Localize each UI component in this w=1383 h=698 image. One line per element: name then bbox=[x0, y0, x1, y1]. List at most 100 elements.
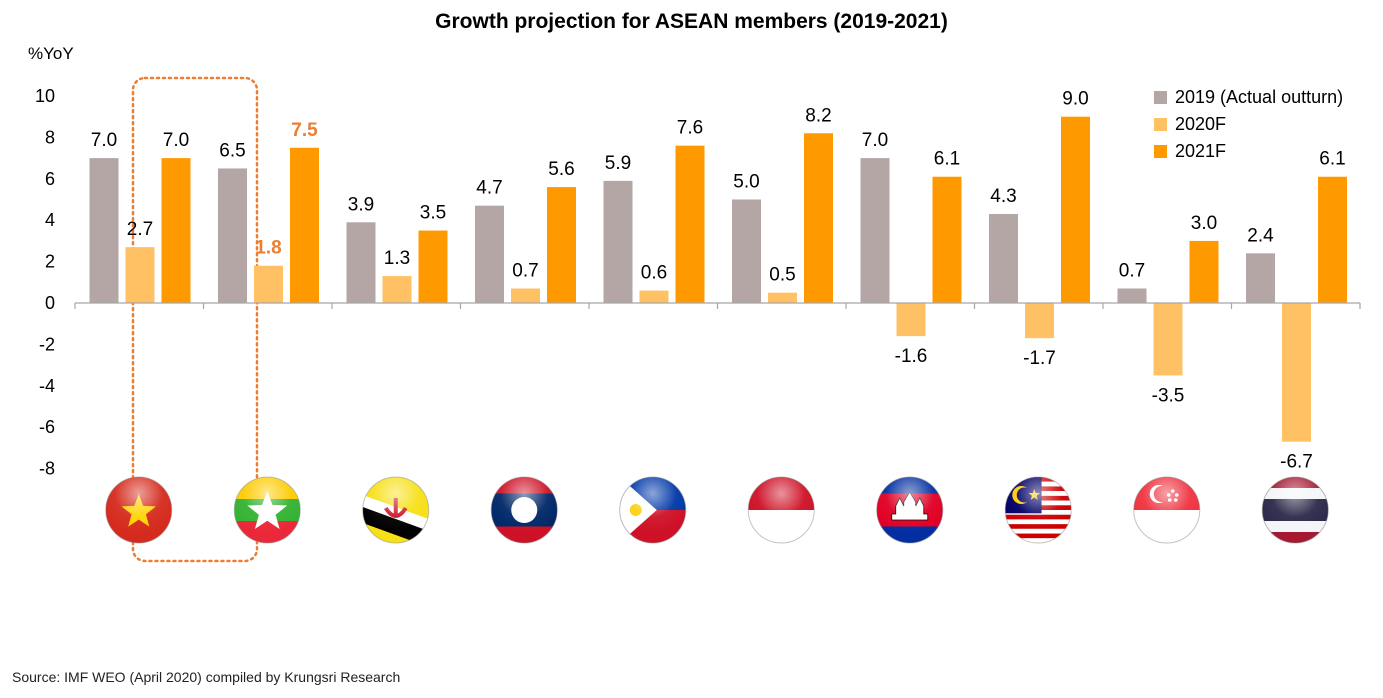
bar-myanmar-2021f bbox=[290, 147, 319, 303]
data-label-thailand-2020f: -6.7 bbox=[1280, 452, 1313, 473]
flag-rim bbox=[1261, 476, 1329, 544]
legend-label-2020f: 2020F bbox=[1175, 114, 1227, 134]
data-label-cambodia-2021f: 6.1 bbox=[934, 149, 960, 170]
y-tick-label: 2 bbox=[45, 252, 55, 272]
data-label-indonesia-2020f: 0.5 bbox=[769, 265, 795, 286]
data-label-myanmar-2019-actual-outturn: 6.5 bbox=[219, 140, 245, 161]
data-label-philippines-2021f: 7.6 bbox=[677, 118, 703, 139]
y-tick-label: -6 bbox=[39, 417, 55, 437]
legend-label-2019: 2019 (Actual outturn) bbox=[1175, 87, 1344, 107]
bar-indonesia-2019-actual-outturn bbox=[732, 199, 761, 303]
malaysia-flag-icon bbox=[1005, 477, 1072, 543]
data-label-cambodia-2020f: -1.6 bbox=[895, 346, 928, 367]
bar-philippines-2020f bbox=[639, 290, 669, 303]
bar-vietnam-2021f bbox=[161, 158, 191, 303]
data-label-malaysia-2021f: 9.0 bbox=[1062, 89, 1088, 110]
y-tick-label: -8 bbox=[39, 459, 55, 479]
legend-item-2020f: 2020F bbox=[1154, 111, 1343, 138]
data-label-singapore-2020f: -3.5 bbox=[1152, 385, 1185, 406]
data-label-singapore-2019-actual-outturn: 0.7 bbox=[1119, 261, 1145, 282]
flag-rim bbox=[362, 476, 430, 544]
data-label-cambodia-2019-actual-outturn: 7.0 bbox=[862, 130, 888, 151]
data-label-malaysia-2019-actual-outturn: 4.3 bbox=[990, 186, 1016, 207]
bar-laos-2020f bbox=[511, 288, 540, 303]
data-label-myanmar-2020f: 1.8 bbox=[255, 238, 281, 259]
bar-malaysia-2019-actual-outturn bbox=[989, 213, 1018, 303]
bar-vietnam-2020f bbox=[125, 247, 155, 303]
flag-rim bbox=[619, 476, 687, 544]
bar-thailand-2019-actual-outturn bbox=[1246, 253, 1275, 303]
data-label-brunei-2021f: 3.5 bbox=[420, 203, 446, 224]
bar-myanmar-2020f bbox=[254, 265, 283, 303]
bar-brunei-2019-actual-outturn bbox=[346, 222, 376, 303]
legend-item-2019: 2019 (Actual outturn) bbox=[1154, 84, 1343, 111]
flag-rim bbox=[876, 476, 944, 544]
data-label-laos-2019-actual-outturn: 4.7 bbox=[476, 178, 502, 199]
bar-singapore-2021f bbox=[1189, 240, 1219, 303]
bar-philippines-2019-actual-outturn bbox=[603, 180, 633, 303]
bar-laos-2021f bbox=[547, 187, 576, 303]
data-label-vietnam-2019-actual-outturn: 7.0 bbox=[91, 130, 117, 151]
legend-item-2021f: 2021F bbox=[1154, 138, 1343, 165]
data-label-thailand-2021f: 6.1 bbox=[1319, 149, 1345, 170]
data-label-myanmar-2021f: 7.5 bbox=[291, 120, 318, 141]
data-label-indonesia-2021f: 8.2 bbox=[805, 105, 831, 126]
bar-brunei-2020f bbox=[382, 276, 412, 303]
bar-indonesia-2020f bbox=[768, 292, 797, 303]
y-tick-label: 8 bbox=[45, 127, 55, 147]
bar-thailand-2021f bbox=[1318, 176, 1347, 303]
bar-cambodia-2020f bbox=[896, 303, 926, 337]
y-tick-label: 6 bbox=[45, 169, 55, 189]
legend: 2019 (Actual outturn) 2020F 2021F bbox=[1154, 84, 1343, 165]
bar-malaysia-2020f bbox=[1025, 303, 1054, 339]
laos-flag-icon bbox=[491, 477, 558, 543]
y-tick-label: -2 bbox=[39, 334, 55, 354]
data-label-laos-2020f: 0.7 bbox=[512, 261, 538, 282]
chart-title: Growth projection for ASEAN members (201… bbox=[435, 10, 948, 33]
bar-vietnam-2019-actual-outturn bbox=[89, 158, 119, 303]
myanmar-flag-icon bbox=[234, 477, 301, 543]
bar-myanmar-2019-actual-outturn bbox=[218, 168, 247, 303]
brunei-flag-icon bbox=[362, 477, 429, 543]
highlight-box bbox=[131, 76, 259, 563]
flag-rim bbox=[1004, 476, 1072, 544]
y-tick-label: -4 bbox=[39, 376, 55, 396]
flag-rim bbox=[105, 476, 173, 544]
bar-singapore-2020f bbox=[1153, 303, 1183, 376]
thailand-flag-icon bbox=[1262, 477, 1329, 543]
bar-malaysia-2021f bbox=[1061, 116, 1090, 303]
bar-indonesia-2021f bbox=[804, 133, 833, 303]
flag-rim bbox=[490, 476, 558, 544]
data-label-singapore-2021f: 3.0 bbox=[1191, 213, 1217, 234]
legend-label-2021f: 2021F bbox=[1175, 141, 1227, 161]
data-label-thailand-2019-actual-outturn: 2.4 bbox=[1247, 225, 1274, 246]
data-label-brunei-2019-actual-outturn: 3.9 bbox=[348, 194, 374, 215]
bar-singapore-2019-actual-outturn bbox=[1117, 288, 1147, 303]
data-label-malaysia-2020f: -1.7 bbox=[1023, 348, 1056, 369]
legend-swatch-2021f bbox=[1154, 145, 1167, 158]
flag-rim bbox=[233, 476, 301, 544]
bar-thailand-2020f bbox=[1282, 303, 1311, 442]
bar-philippines-2021f bbox=[675, 145, 705, 303]
vietnam-flag-icon bbox=[105, 477, 172, 543]
y-axis-label: %YoY bbox=[28, 44, 74, 63]
y-tick-label: 0 bbox=[45, 293, 55, 313]
y-tick-label: 4 bbox=[45, 210, 55, 230]
data-label-philippines-2019-actual-outturn: 5.9 bbox=[605, 153, 631, 174]
flag-rim bbox=[1133, 476, 1201, 544]
bar-cambodia-2021f bbox=[932, 176, 962, 303]
data-label-philippines-2020f: 0.6 bbox=[641, 263, 667, 284]
data-label-brunei-2020f: 1.3 bbox=[384, 248, 410, 269]
data-label-laos-2021f: 5.6 bbox=[548, 159, 574, 180]
bar-laos-2019-actual-outturn bbox=[475, 205, 504, 303]
bar-brunei-2021f bbox=[418, 230, 448, 303]
data-label-indonesia-2019-actual-outturn: 5.0 bbox=[733, 172, 759, 193]
data-label-vietnam-2020f: 2.7 bbox=[127, 219, 153, 240]
y-tick-label: 10 bbox=[35, 86, 55, 106]
cambodia-flag-icon bbox=[876, 477, 943, 543]
source-note: Source: IMF WEO (April 2020) compiled by… bbox=[12, 669, 401, 685]
bar-cambodia-2019-actual-outturn bbox=[860, 158, 890, 303]
flag-rim bbox=[747, 476, 815, 544]
legend-swatch-2020f bbox=[1154, 118, 1167, 131]
